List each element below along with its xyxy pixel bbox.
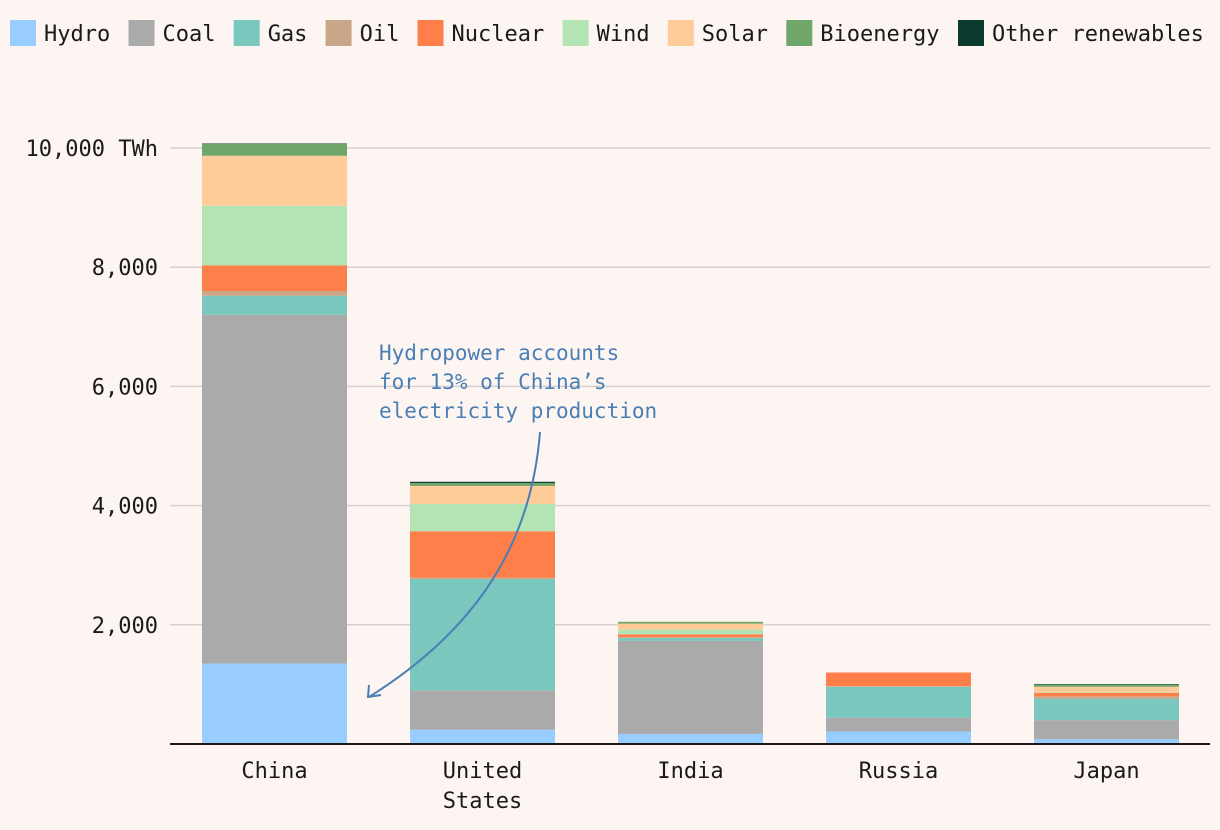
annotation-text: Hydropower accounts for 13% of China’s ele… xyxy=(379,341,657,423)
bar-china-nuclear xyxy=(202,265,347,292)
bar-stack-japan xyxy=(1034,684,1179,744)
bar-japan-solar xyxy=(1034,686,1179,693)
bar-china-solar xyxy=(202,155,347,206)
bar-russia-coal xyxy=(826,717,971,732)
legend-swatch-nuclear xyxy=(417,20,444,46)
bar-japan-coal xyxy=(1034,720,1179,740)
legend-item-other-renewables: Other renewables xyxy=(958,20,1204,47)
bar-india-coal xyxy=(618,640,763,734)
legend-swatch-wind xyxy=(562,20,589,46)
bar-united-states-nuclear xyxy=(410,531,555,578)
bar-japan-oil xyxy=(1034,696,1179,699)
bar-japan-gas xyxy=(1034,698,1179,721)
legend-swatch-coal xyxy=(128,20,155,46)
y-tick-label-10000: 10,000 TWh xyxy=(26,137,158,162)
legend-label-wind: Wind xyxy=(597,22,650,47)
bar-russia-nuclear xyxy=(826,672,971,687)
bar-china-other-renewables xyxy=(202,143,347,145)
bar-united-states-other-renewables xyxy=(410,481,555,483)
y-axis: 2,000 4,000 6,000 8,000 10,000 TWh xyxy=(26,137,158,639)
x-tick-label-russia: Russia xyxy=(859,759,938,784)
annotation-arrowhead xyxy=(366,684,382,699)
legend-item-bioenergy: Bioenergy xyxy=(786,20,940,47)
legend-item-coal: Coal xyxy=(128,20,216,47)
bar-stack-india xyxy=(618,621,763,744)
legend-label-solar: Solar xyxy=(702,22,768,47)
legend-item-wind: Wind xyxy=(562,20,650,47)
annotation-arrow xyxy=(368,431,541,698)
bar-japan-other-renewables xyxy=(1034,684,1179,685)
annotation: Hydropower accounts for 13% of China’s ele… xyxy=(366,341,657,699)
bar-japan-bioenergy xyxy=(1034,684,1179,687)
legend-item-nuclear: Nuclear xyxy=(417,20,545,47)
bar-russia-hydro xyxy=(826,731,971,744)
y-tick-label-6000: 6,000 xyxy=(92,375,158,400)
bar-india-oil xyxy=(618,637,763,638)
legend-item-oil: Oil xyxy=(325,20,400,47)
bar-russia-oil xyxy=(826,686,971,687)
bar-china-hydro xyxy=(202,663,347,744)
bar-united-states-coal xyxy=(410,690,555,730)
legend-item-solar: Solar xyxy=(667,20,768,47)
legend-label-other-renewables: Other renewables xyxy=(992,22,1204,47)
legend-label-bioenergy: Bioenergy xyxy=(820,22,939,47)
bar-india-nuclear xyxy=(618,634,763,638)
bar-united-states-hydro xyxy=(410,729,555,744)
bar-india-solar xyxy=(618,623,763,630)
bar-india-gas xyxy=(618,637,763,641)
y-tick-label-8000: 8,000 xyxy=(92,256,158,281)
bar-united-states-oil xyxy=(410,577,555,579)
bar-china-bioenergy xyxy=(202,143,347,156)
bar-india-bioenergy xyxy=(618,621,763,624)
legend-item-hydro: Hydro xyxy=(10,20,110,47)
legend-swatch-bioenergy xyxy=(786,20,813,46)
x-axis: China United States India Russia Japan xyxy=(241,759,1139,814)
legend-swatch-other-renewables xyxy=(958,20,984,46)
legend-swatch-gas xyxy=(233,20,260,46)
legend-swatch-hydro xyxy=(10,20,36,46)
bar-united-states-bioenergy xyxy=(410,482,555,486)
x-tick-label-india: India xyxy=(657,759,723,784)
legend-swatch-oil xyxy=(325,20,352,46)
bar-china-oil xyxy=(202,291,347,296)
legend-item-gas: Gas xyxy=(233,20,308,47)
x-tick-label-japan: Japan xyxy=(1073,759,1139,784)
bar-united-states-wind xyxy=(410,503,555,532)
legend-label-gas: Gas xyxy=(268,22,308,47)
legend-label-nuclear: Nuclear xyxy=(452,22,545,47)
bar-china-wind xyxy=(202,205,347,266)
legend-label-coal: Coal xyxy=(163,22,216,47)
bar-china-gas xyxy=(202,295,347,315)
bar-stack-russia xyxy=(826,672,971,744)
bar-japan-nuclear xyxy=(1034,692,1179,697)
bar-india-wind xyxy=(618,629,763,635)
bar-stack-china xyxy=(202,143,347,744)
bar-china-coal xyxy=(202,314,347,664)
legend-label-oil: Oil xyxy=(360,22,400,47)
bar-india-hydro xyxy=(618,733,763,744)
legend-swatch-solar xyxy=(667,20,694,46)
bar-united-states-gas xyxy=(410,578,555,691)
legend-label-hydro: Hydro xyxy=(44,22,110,47)
bar-united-states-solar xyxy=(410,485,555,504)
bar-japan-wind xyxy=(1034,692,1179,693)
bar-russia-gas xyxy=(826,686,971,718)
y-tick-label-2000: 2,000 xyxy=(92,614,158,639)
bar-stack-united-states xyxy=(410,481,555,744)
x-tick-label-china: China xyxy=(241,759,307,784)
legend: Hydro Coal Gas Oil Nuclear Wind Solar Bioenergy… xyxy=(10,20,1204,47)
bars xyxy=(202,143,1179,744)
y-tick-label-4000: 4,000 xyxy=(92,495,158,520)
bar-japan-hydro xyxy=(1034,739,1179,744)
x-tick-label-united-states: United States xyxy=(443,759,522,814)
